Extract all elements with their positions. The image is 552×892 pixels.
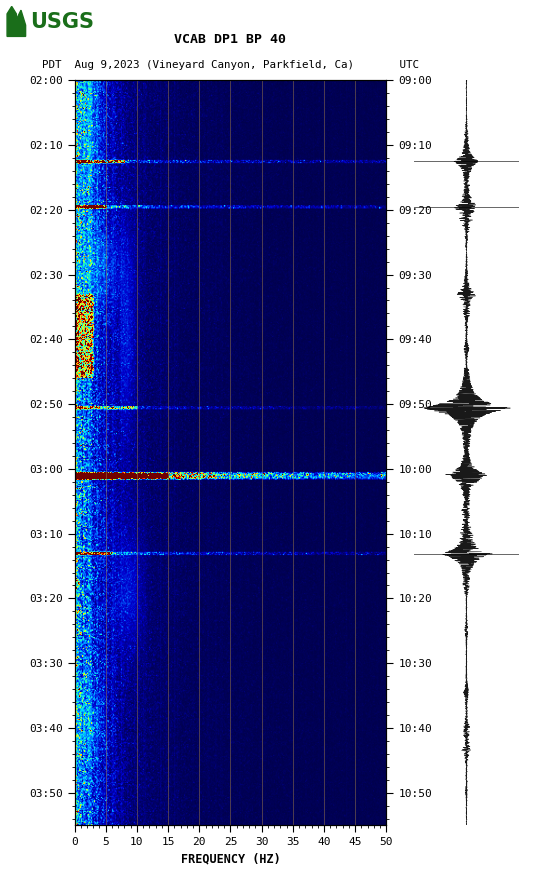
Text: USGS: USGS xyxy=(30,12,94,32)
Polygon shape xyxy=(7,6,25,37)
Text: PDT  Aug 9,2023 (Vineyard Canyon, Parkfield, Ca)       UTC: PDT Aug 9,2023 (Vineyard Canyon, Parkfie… xyxy=(42,60,419,70)
X-axis label: FREQUENCY (HZ): FREQUENCY (HZ) xyxy=(181,853,280,865)
Text: VCAB DP1 BP 40: VCAB DP1 BP 40 xyxy=(174,33,286,46)
